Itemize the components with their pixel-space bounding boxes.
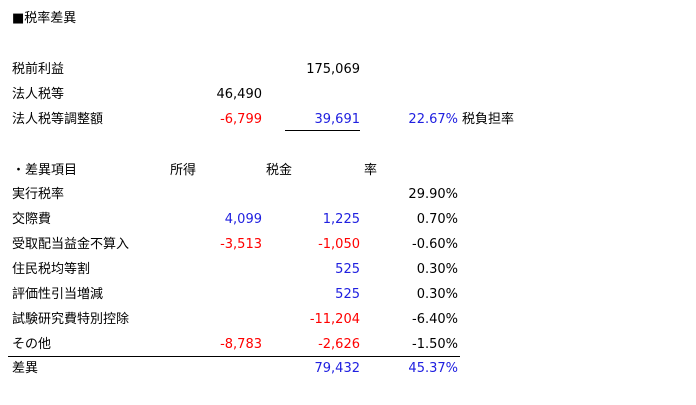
total-divider [8, 356, 460, 357]
header-tax: 税金 [266, 163, 293, 178]
row-rate: -1.50% [412, 337, 458, 352]
pretax-value: 175,069 [306, 62, 360, 77]
pretax-label: 税前利益 [12, 62, 65, 77]
row-label: その他 [12, 337, 52, 352]
row-tax: 525 [335, 262, 360, 277]
row-rate: 0.70% [416, 212, 458, 227]
row-label: 評価性引当増減 [12, 287, 104, 302]
row-tax: 525 [335, 287, 360, 302]
burden-rate-value: 22.67% [408, 112, 458, 127]
row-label: 試験研究費特別控除 [12, 312, 130, 327]
row-rate: -6.40% [412, 312, 458, 327]
row-income: 4,099 [224, 212, 262, 227]
row-label: 住民税均等割 [12, 262, 91, 277]
row-tax: -1,050 [318, 237, 360, 252]
header-rate: 率 [364, 163, 378, 178]
header-income: 所得 [170, 163, 197, 178]
total-rate: 45.37% [408, 361, 458, 376]
total-label: 差異 [12, 361, 39, 376]
row-income: -8,783 [220, 337, 262, 352]
row-label: 実行税率 [12, 187, 65, 202]
row-tax: 1,225 [322, 212, 360, 227]
row-income: -3,513 [220, 237, 262, 252]
corp-tax-value: 46,490 [216, 87, 263, 102]
row-rate: 0.30% [416, 287, 458, 302]
section-heading: ■税率差異 [12, 11, 77, 26]
burden-rate-label: 税負担率 [462, 112, 515, 127]
row-rate: 29.90% [408, 187, 458, 202]
adjusted-label: 法人税等調整額 [12, 112, 104, 127]
header-item: ・差異項目 [12, 163, 78, 178]
row-tax: -11,204 [309, 312, 360, 327]
row-label: 交際費 [12, 212, 52, 227]
adjusted-value-tax: 39,691 [314, 112, 361, 127]
row-rate: 0.30% [416, 262, 458, 277]
row-rate: -0.60% [412, 237, 458, 252]
row-tax: -2,626 [318, 337, 360, 352]
row-label: 受取配当益金不算入 [12, 237, 130, 252]
summary-divider [285, 130, 360, 131]
adjusted-value-income: -6,799 [220, 112, 262, 127]
corp-tax-label: 法人税等 [12, 87, 65, 102]
total-tax: 79,432 [314, 361, 361, 376]
